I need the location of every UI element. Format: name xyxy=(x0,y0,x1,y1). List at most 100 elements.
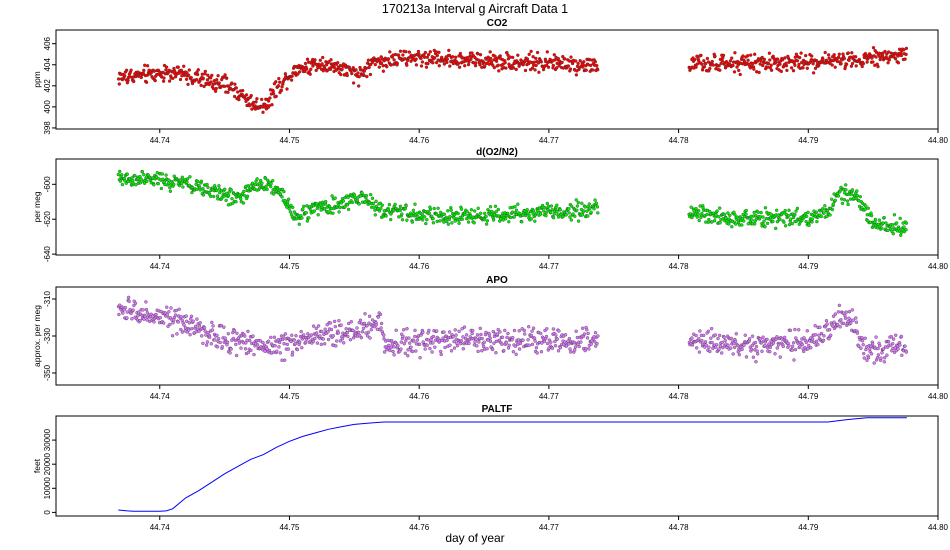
apo-point xyxy=(514,352,518,356)
co2-point xyxy=(836,55,841,59)
o2n2-point xyxy=(567,211,571,215)
o2n2-point xyxy=(795,206,800,211)
o2n2-point xyxy=(551,216,556,220)
o2n2-point xyxy=(494,210,498,214)
o2n2-point xyxy=(398,208,402,213)
apo-point xyxy=(234,342,238,347)
co2-point xyxy=(123,74,127,78)
co2-point xyxy=(233,82,237,86)
co2-point xyxy=(578,59,582,63)
apo-point xyxy=(838,325,842,329)
apo-point xyxy=(775,346,779,350)
o2n2-point xyxy=(542,209,546,213)
o2n2-point xyxy=(411,208,416,213)
apo-point xyxy=(506,346,511,350)
apo-point xyxy=(530,329,534,333)
o2n2-point xyxy=(700,211,704,216)
o2n2-point xyxy=(484,214,488,219)
co2-point xyxy=(321,55,325,60)
plot-frame-co2 xyxy=(55,29,939,130)
apo-point xyxy=(539,350,544,354)
co2-point xyxy=(213,89,218,93)
co2-point xyxy=(420,60,425,64)
o2n2-point xyxy=(331,211,335,215)
co2-point xyxy=(419,64,424,68)
o2n2-point xyxy=(828,213,832,217)
series-co2 xyxy=(116,46,909,114)
apo-point xyxy=(553,339,557,344)
co2-point xyxy=(271,92,276,96)
panel-co2: CO2 44.74 44.75 44.76 44.77 44.78 44.79 44.80 39… xyxy=(32,18,949,145)
co2-point xyxy=(545,50,549,54)
apo-point xyxy=(768,345,772,350)
apo-point xyxy=(710,340,714,345)
o2n2-point xyxy=(355,198,360,203)
o2n2-point xyxy=(596,211,600,215)
co2-point xyxy=(823,50,827,55)
co2-point xyxy=(254,100,258,104)
apo-point xyxy=(335,339,339,343)
apo-point xyxy=(804,340,808,345)
co2-point xyxy=(902,48,906,52)
o2n2-point xyxy=(510,210,515,214)
apo-point xyxy=(215,333,219,337)
o2n2-point xyxy=(333,196,337,200)
apo-point xyxy=(443,345,447,350)
o2n2-point xyxy=(771,219,775,224)
co2-point xyxy=(419,56,423,61)
o2n2-point xyxy=(585,209,589,213)
co2-point xyxy=(720,59,724,63)
apo-point xyxy=(709,326,714,331)
co2-point xyxy=(266,99,271,103)
apo-point xyxy=(758,337,762,341)
o2n2-point xyxy=(272,192,276,196)
o2n2-point xyxy=(226,193,231,198)
o2n2-point xyxy=(555,203,559,207)
o2n2-point xyxy=(881,221,885,225)
apo-point xyxy=(439,349,443,354)
o2n2-point xyxy=(242,189,246,194)
apo-point xyxy=(318,334,322,338)
apo-point xyxy=(865,358,869,362)
o2n2-point xyxy=(387,202,392,207)
apo-point xyxy=(176,320,180,324)
o2n2-point xyxy=(249,187,253,192)
y-tick-label: 400 xyxy=(43,100,52,114)
co2-point xyxy=(847,58,851,62)
co2-point xyxy=(196,68,200,72)
apo-point xyxy=(577,344,581,349)
o2n2-point xyxy=(389,217,393,222)
apo-point xyxy=(123,305,128,310)
co2-point xyxy=(488,50,492,54)
o2n2-point xyxy=(728,213,732,218)
series-apo xyxy=(116,295,908,365)
apo-point xyxy=(194,324,198,328)
o2n2-point xyxy=(312,209,317,213)
x-tick-label: 44.79 xyxy=(798,392,819,401)
apo-point xyxy=(827,328,832,332)
y-tick-label: 20000 xyxy=(43,453,52,476)
co2-point xyxy=(467,60,471,64)
x-tick-label: 44.78 xyxy=(669,392,690,401)
apo-point xyxy=(722,335,726,340)
co2-point xyxy=(386,57,391,61)
apo-point xyxy=(697,336,701,341)
apo-point xyxy=(152,320,156,324)
o2n2-point xyxy=(330,194,334,198)
co2-point xyxy=(409,59,413,63)
apo-point xyxy=(320,329,324,334)
co2-point xyxy=(433,56,437,60)
apo-point xyxy=(563,333,568,337)
apo-point xyxy=(754,360,758,364)
o2n2-point xyxy=(168,189,173,193)
o2n2-point xyxy=(534,211,538,215)
co2-point xyxy=(844,62,849,66)
apo-point xyxy=(866,355,871,360)
o2n2-point xyxy=(722,212,727,217)
apo-point xyxy=(582,332,587,336)
o2n2-point xyxy=(436,206,440,210)
apo-point xyxy=(500,342,504,346)
apo-point xyxy=(734,332,738,336)
apo-point xyxy=(690,336,694,340)
o2n2-point xyxy=(444,215,448,220)
